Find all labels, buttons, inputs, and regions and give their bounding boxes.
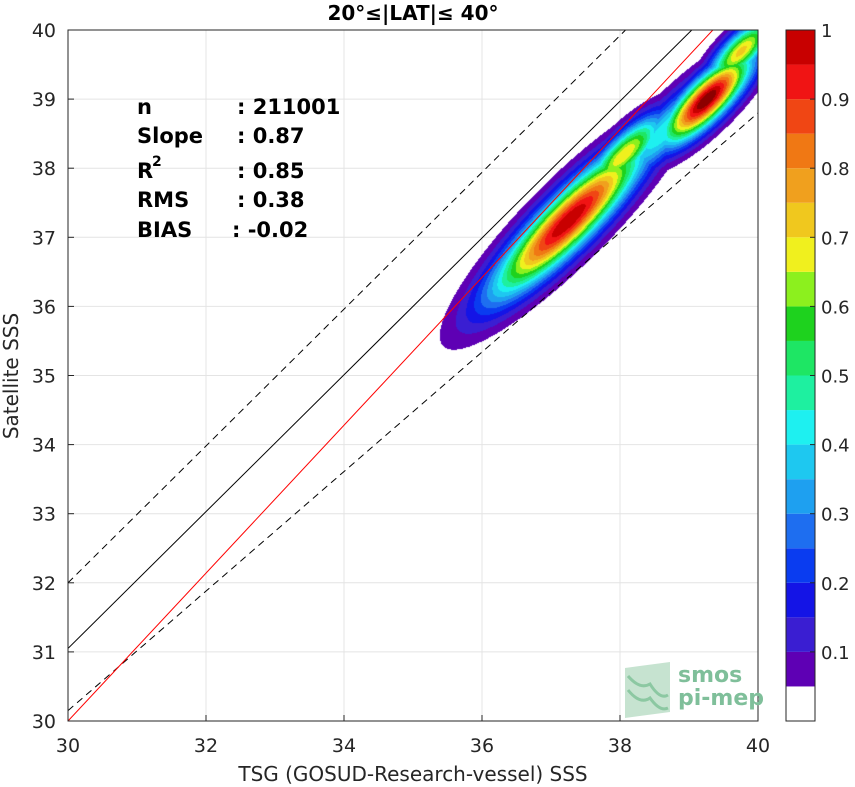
- reference-lines: [68, 30, 758, 721]
- colorbar-swatch: [786, 410, 815, 445]
- colorbar-swatch: [786, 271, 815, 307]
- colorbar-tick-label: 0.7: [821, 228, 850, 249]
- colorbar-swatch: [786, 168, 815, 203]
- density-raster: [68, 30, 758, 721]
- colorbar-swatch: [786, 133, 815, 169]
- colorbar-swatch: [786, 64, 815, 100]
- colorbar-swatch: [786, 237, 815, 272]
- y-tick-label: 32: [32, 573, 56, 595]
- logo-text-pimep: pi-mep: [678, 686, 764, 711]
- stat-bias-value: : -0.02: [232, 218, 308, 242]
- upper-bound-line: [68, 30, 627, 584]
- y-tick-label: 35: [32, 366, 56, 388]
- regression-line: [68, 30, 714, 721]
- stats-box: n : 211001 Slope : 0.87 R 2 : 0.85 RMS :…: [137, 95, 340, 242]
- y-axis-label: Satellite SSS: [0, 313, 23, 439]
- x-tick-label: 36: [470, 735, 494, 757]
- colorbar-swatches: [786, 30, 815, 721]
- x-axis-label: TSG (GOSUD-Research-vessel) SSS: [237, 762, 587, 786]
- colorbar-tick-label: 0.8: [821, 159, 850, 180]
- stat-n-label: n: [137, 95, 152, 119]
- colorbar-swatch: [786, 306, 815, 341]
- colorbar-swatch: [786, 444, 815, 480]
- x-tick-labels: 30 32 34 36 38 40: [56, 735, 770, 757]
- colorbar-swatch: [786, 340, 815, 376]
- plot-frame: [67, 29, 759, 722]
- colorbar-swatch: [786, 30, 815, 65]
- y-tick-label: 37: [32, 227, 56, 249]
- colorbar-tick-labels: 0.1 0.2 0.3 0.4 0.5 0.6 0.7 0.8 0.9 1: [810, 21, 850, 664]
- y-tick-label: 31: [32, 642, 56, 664]
- stat-slope-label: Slope: [137, 124, 203, 148]
- colorbar-swatch: [786, 375, 815, 411]
- colorbar-tick-label: 0.5: [821, 367, 850, 388]
- smos-pimep-logo: smos pi-mep: [625, 662, 764, 718]
- plot-area: 30 32 34 36 38 40 30 31 32 33 34 35 36 37 38 39 40: [32, 20, 770, 757]
- colorbar-swatch: [786, 99, 815, 134]
- x-tick-label: 30: [56, 735, 80, 757]
- colorbar-swatch: [786, 513, 815, 549]
- stat-n-value: : 211001: [237, 95, 340, 119]
- colorbar-tick-label: 0.9: [821, 90, 850, 111]
- x-tick-label: 34: [332, 735, 356, 757]
- x-tick-label: 32: [194, 735, 218, 757]
- stat-r2-label: R: [137, 159, 153, 183]
- colorbar-tick-label: 0.3: [821, 505, 850, 526]
- colorbar-swatch: [786, 479, 815, 514]
- y-tick-label: 36: [32, 296, 56, 318]
- colorbar-swatch: [786, 617, 815, 652]
- one-to-one-line: [68, 30, 693, 649]
- colorbar-swatch: [786, 686, 815, 721]
- y-tick-label: 33: [32, 504, 56, 526]
- y-tick-label: 30: [32, 711, 56, 733]
- chart-title: 20°≤|LAT|≤ 40°: [327, 1, 498, 25]
- stat-r2-value: : 0.85: [237, 159, 305, 183]
- stat-rms-value: : 0.38: [237, 188, 305, 212]
- y-tick-labels: 30 31 32 33 34 35 36 37 38 39 40: [32, 20, 56, 733]
- logo-graphic: [625, 662, 670, 718]
- colorbar-swatch: [786, 582, 815, 618]
- stat-r2-superscript: 2: [152, 154, 162, 170]
- lower-bound-line: [68, 112, 758, 712]
- y-tick-label: 38: [32, 158, 56, 180]
- colorbar-tick-label: 1: [821, 21, 832, 42]
- colorbar-swatch: [786, 202, 815, 238]
- y-tick-label: 39: [32, 89, 56, 111]
- colorbar: 0.1 0.2 0.3 0.4 0.5 0.6 0.7 0.8 0.9 1: [785, 21, 850, 722]
- x-tick-label: 38: [608, 735, 632, 757]
- colorbar-swatch: [786, 548, 815, 583]
- stat-rms-label: RMS: [137, 188, 189, 212]
- colorbar-tick-label: 0.1: [821, 643, 850, 664]
- colorbar-tick-label: 0.2: [821, 574, 850, 595]
- density-contours: [68, 30, 758, 721]
- stat-slope-value: : 0.87: [237, 124, 305, 148]
- logo-text-smos: smos: [678, 663, 742, 688]
- y-tick-label: 34: [32, 435, 56, 457]
- stat-bias-label: BIAS: [137, 218, 192, 242]
- colorbar-swatch: [786, 651, 815, 687]
- x-tick-label: 40: [746, 735, 770, 757]
- colorbar-tick-label: 0.4: [821, 436, 850, 457]
- colorbar-tick-label: 0.6: [821, 297, 850, 318]
- y-tick-label: 40: [32, 20, 56, 42]
